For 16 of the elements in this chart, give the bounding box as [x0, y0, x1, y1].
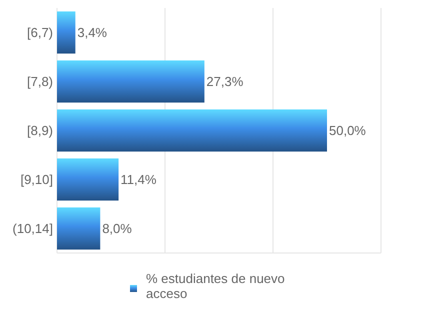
data-label: 8,0% [102, 221, 132, 236]
bar [57, 11, 76, 54]
data-label: 27,3% [206, 74, 244, 90]
bar [57, 207, 100, 250]
y-tick-label: [8,9) [26, 123, 53, 138]
data-label: 11,4% [120, 172, 157, 188]
data-label: 3,4% [77, 25, 108, 40]
y-tick-label: [9,10] [20, 172, 53, 188]
bar [57, 109, 327, 152]
y-tick-label: [7,8) [26, 74, 53, 90]
bar [57, 60, 204, 103]
y-tick-label: [6,7) [26, 25, 53, 40]
y-tick-label: (10,14] [12, 221, 53, 236]
bar [57, 158, 119, 201]
data-label: 50,0% [329, 123, 366, 138]
legend-label: % estudiantes de nuevo acceso [146, 271, 285, 301]
